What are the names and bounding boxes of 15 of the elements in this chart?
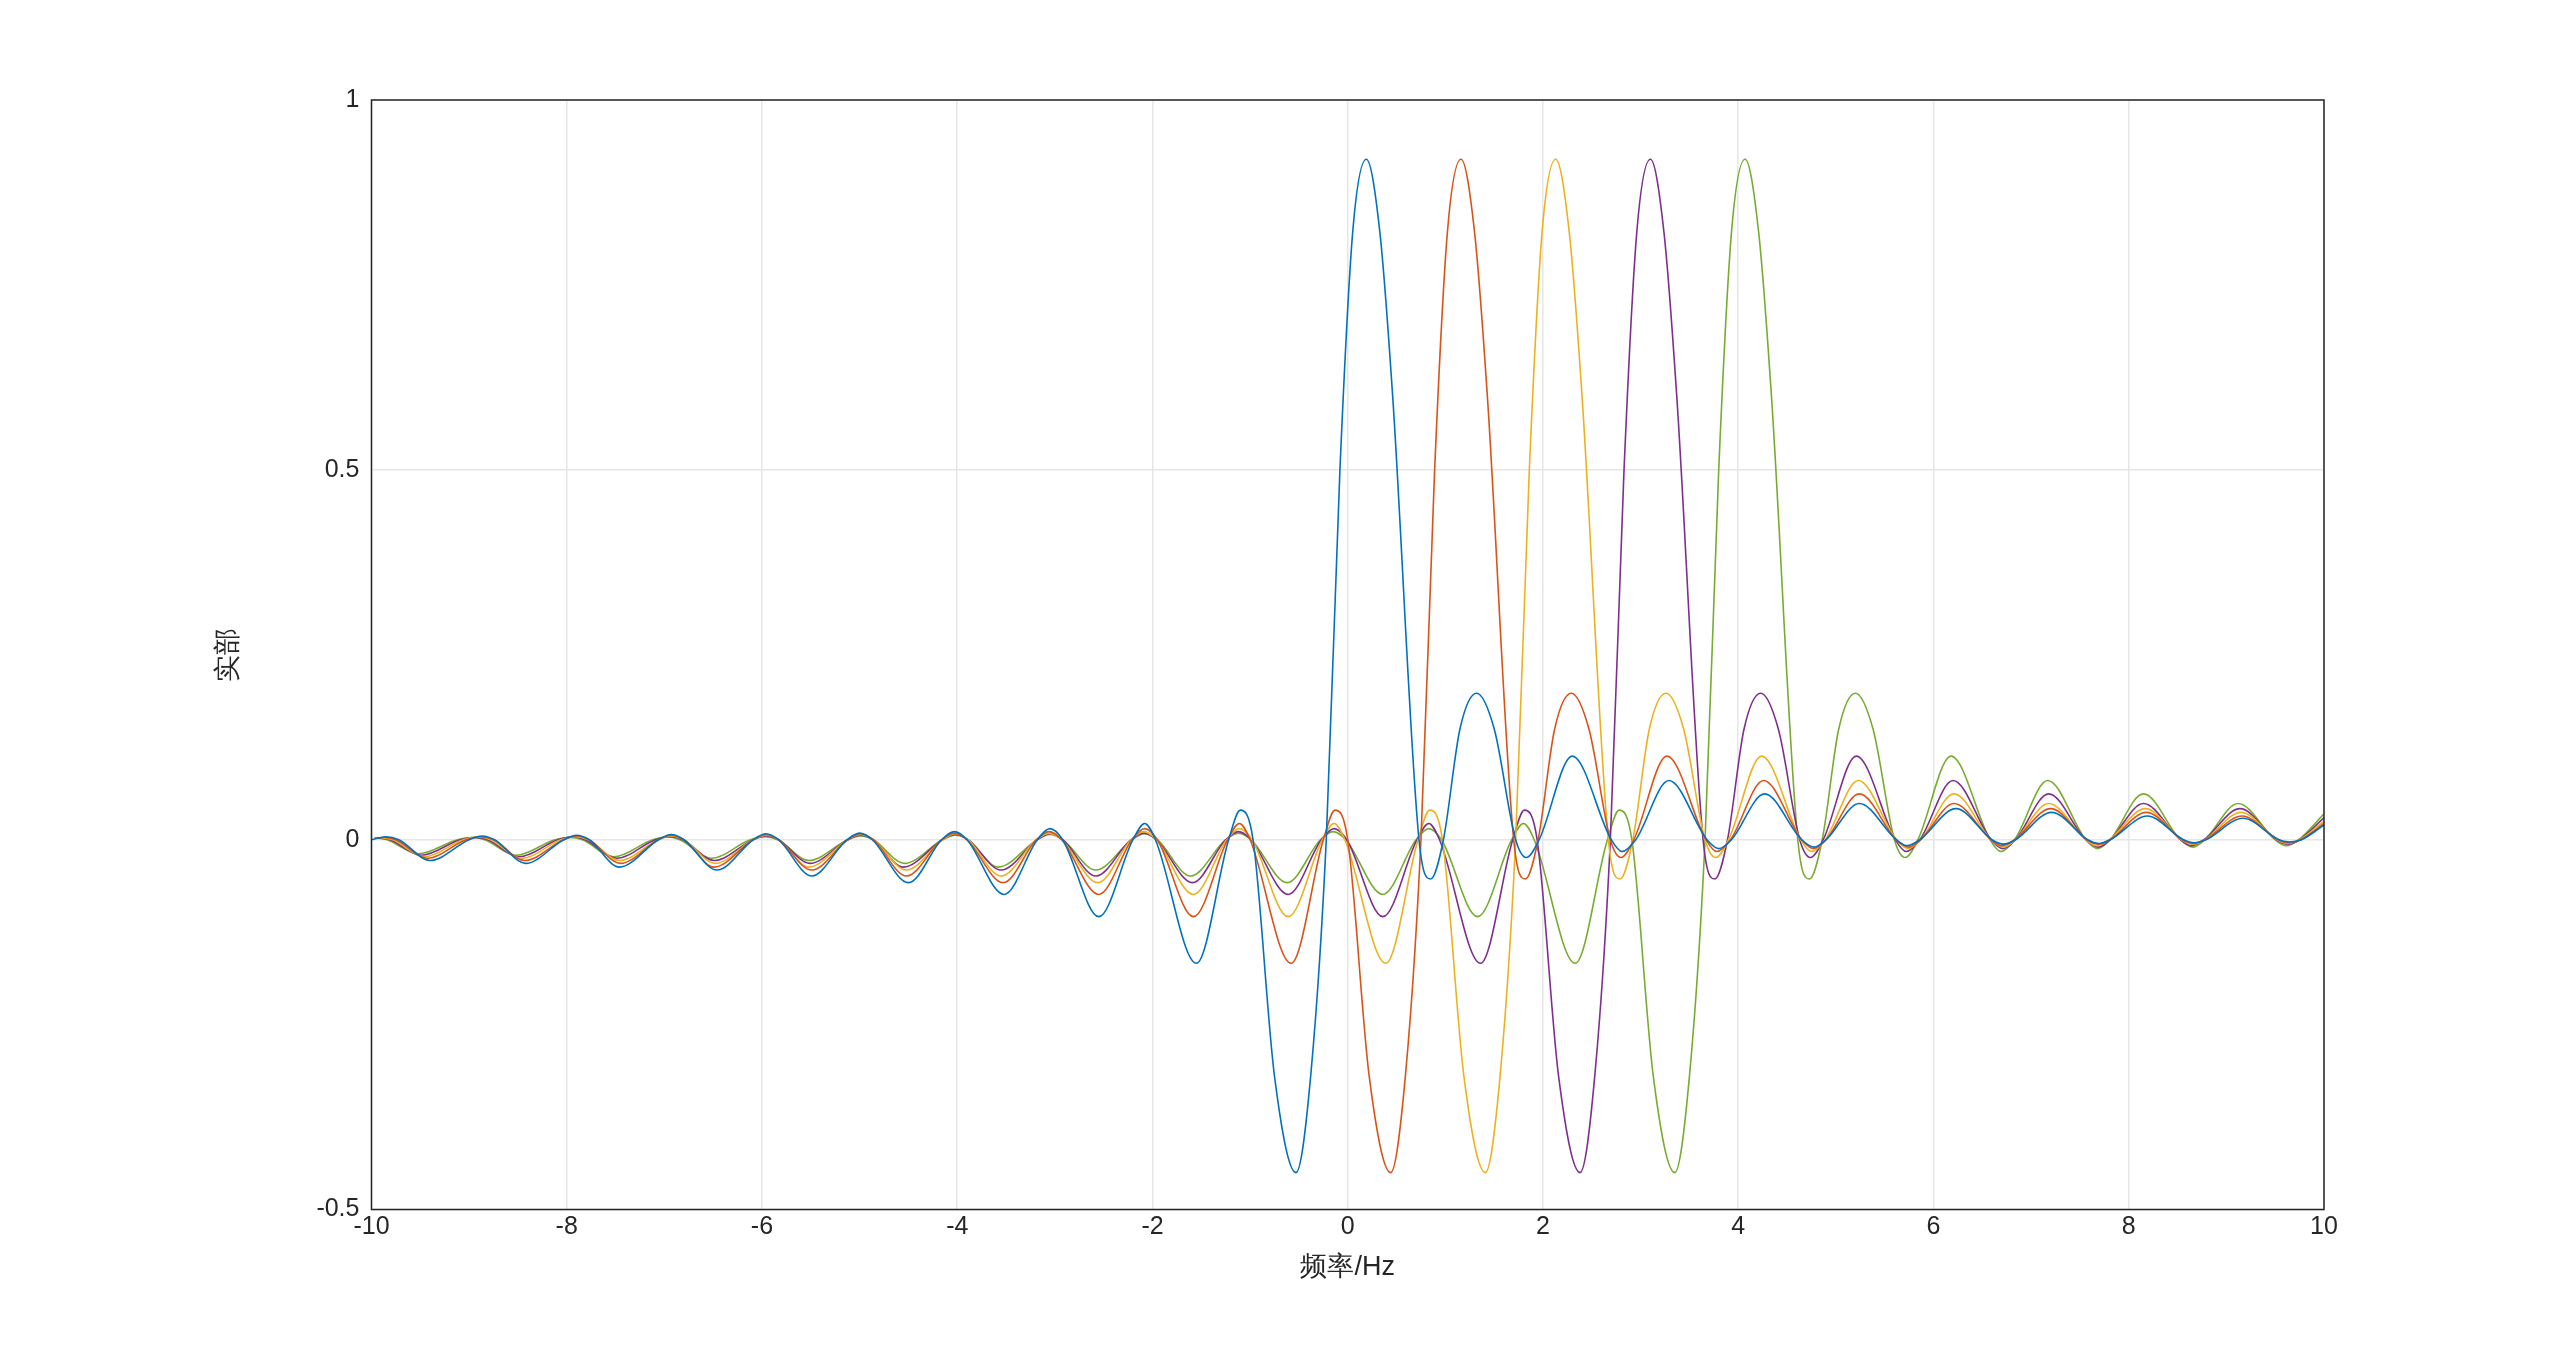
x-tick-label: 8	[2121, 1211, 2136, 1240]
y-tick-label: 1	[345, 83, 360, 112]
x-tick-label: 4	[1731, 1211, 1746, 1240]
x-tick-label: 10	[2310, 1211, 2338, 1240]
x-tick-label: -8	[555, 1211, 578, 1240]
x-tick-label: -6	[750, 1211, 774, 1240]
x-tick-label: 0	[1340, 1211, 1355, 1240]
x-tick-label: -2	[1141, 1211, 1164, 1240]
x-tick-label: 2	[1536, 1211, 1550, 1240]
x-tick-label: 6	[1926, 1211, 1941, 1240]
y-tick-label: 0	[345, 823, 360, 852]
x-axis-title: 频率/Hz	[1300, 1251, 1395, 1282]
y-axis-title: 实部	[211, 627, 242, 682]
y-tick-label: 0.5	[324, 453, 360, 482]
x-tick-label: -4	[946, 1211, 969, 1240]
